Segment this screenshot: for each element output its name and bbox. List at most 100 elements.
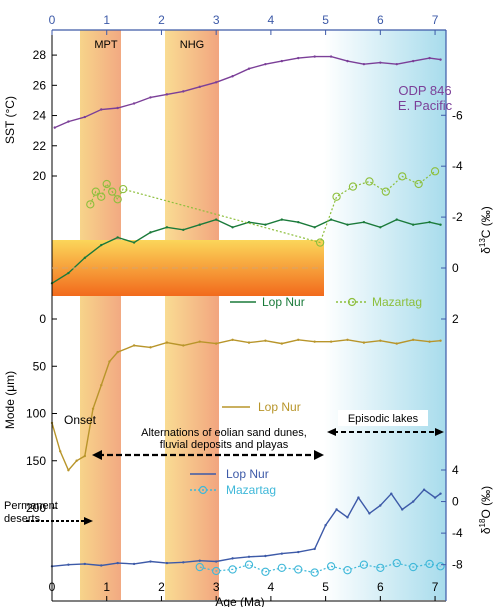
- d18o-mazartag-point: [294, 565, 303, 574]
- d18o-mazartag-point: [409, 562, 418, 572]
- d18o-lop-nur-point: [324, 524, 327, 527]
- mode-lop-nur-point: [149, 346, 152, 349]
- mode-lop-nur-point: [264, 339, 267, 342]
- episodic-band: [324, 30, 446, 600]
- mode-lop-nur-point: [67, 469, 70, 472]
- d18o-mazartag-point: [392, 558, 401, 568]
- sst-tick-label: 28: [33, 48, 47, 62]
- sst-odp-846-e-pacific-point: [313, 55, 316, 58]
- d18o-mazartag-line: [199, 562, 441, 574]
- mode-lop-nur-point: [75, 459, 78, 462]
- mode-lop-nur-point: [91, 407, 95, 410]
- sst-odp-846-e-pacific-point: [247, 67, 251, 70]
- sst-axis-label: SST (°C): [3, 96, 17, 144]
- d13c-mazartag-point: [348, 182, 358, 191]
- sst-tick-label: 20: [33, 169, 47, 183]
- episodic-label: Episodic lakes: [348, 413, 419, 425]
- d13c-mazartag-point: [414, 179, 423, 189]
- mode-lop-nur-point: [313, 340, 316, 343]
- d18o-lop-nur-point: [231, 557, 234, 560]
- mode-tick-label: 200: [26, 501, 46, 515]
- legend-o18-lop-label: Lop Nur: [226, 467, 269, 481]
- sst-odp-846-e-pacific-point: [264, 62, 267, 66]
- d18o-lop-nur-point: [422, 488, 426, 491]
- nhg-label: NHG: [180, 39, 204, 51]
- c13-tick-label: -4: [452, 159, 463, 173]
- mode-lop-nur-point: [428, 340, 431, 343]
- d18o-lop-nur-point: [439, 492, 442, 495]
- d18o-lop-nur-point: [83, 562, 87, 566]
- legend-o18-maz-marker: [198, 485, 208, 495]
- legend-c13-maz-label: Mazartag: [372, 295, 422, 309]
- d18o-mazartag-point: [277, 563, 286, 572]
- d18o-lop-nur-point: [433, 496, 437, 499]
- mpt-band: [80, 30, 121, 600]
- d18o-lop-nur-point: [165, 561, 169, 565]
- d13c-mazartag-point: [86, 200, 95, 209]
- mode-lop-nur-point: [198, 340, 201, 343]
- sst-odp-846-e-pacific-point: [132, 102, 136, 105]
- d13c-lop-nur-point: [439, 223, 442, 226]
- d13c-mazartag-point: [97, 192, 106, 201]
- d13c-lop-nur-point: [313, 226, 316, 229]
- d13c-lop-nur-point: [132, 241, 136, 244]
- d13c-mazartag-point: [102, 179, 111, 189]
- o18-tick-label: -4: [452, 526, 463, 540]
- sst-odp-846-e-pacific-point: [231, 75, 234, 78]
- mode-lop-nur-point: [379, 339, 382, 342]
- mode-lop-nur-point: [439, 339, 442, 342]
- sst-odp-846-e-pacific-point: [67, 120, 70, 123]
- d13c-lop-nur-point: [198, 223, 201, 226]
- top-tick-label: 1: [103, 13, 110, 27]
- bottom-tick-label: 3: [213, 580, 220, 594]
- d18o-mazartag-point: [326, 562, 336, 571]
- sst-odp-846-e-pacific-point: [182, 90, 185, 93]
- alternations-arrowhead-left: [92, 450, 102, 460]
- bottom-tick-label: 7: [432, 580, 439, 594]
- d13c-lop-nur-point: [100, 243, 103, 247]
- odp-label-1: ODP 846: [398, 83, 451, 98]
- d13c-lop-nur-point: [165, 226, 169, 229]
- c13-tick-label: 0: [452, 261, 459, 275]
- d18o-mazartag-point: [359, 560, 369, 569]
- d13c-lop-nur-point: [116, 236, 119, 239]
- legend-c13-maz-marker: [347, 297, 357, 307]
- d18o-mazartag-point: [244, 560, 254, 569]
- episodic-arrowhead-left: [327, 428, 336, 436]
- d13c-lop-nur-point: [83, 256, 87, 260]
- d13c-lop-nur-point: [297, 220, 300, 224]
- d18o-lop-nur-point: [247, 555, 251, 558]
- sst-odp-846-e-pacific-point: [329, 55, 333, 58]
- nhg-band: [165, 30, 219, 600]
- mode-lop-nur-point: [231, 338, 234, 341]
- d18o-lop-nur-point: [214, 560, 218, 563]
- d13c-lop-nur-point: [264, 223, 267, 226]
- d13c-lop-nur-point: [346, 223, 349, 226]
- d18o-lop-nur-point: [401, 508, 404, 511]
- mode-tick-label: 50: [33, 359, 47, 373]
- sst-tick-label: 22: [33, 139, 47, 153]
- mode-lop-nur-point: [346, 338, 349, 341]
- sst-odp-846-e-pacific-point: [116, 106, 119, 110]
- sst-odp-846-e-pacific-point: [411, 59, 415, 63]
- sst-odp-846-e-pacific-point: [198, 85, 201, 89]
- d13c-mazartag-point: [118, 184, 128, 194]
- d13c-lop-nur-point: [411, 223, 415, 226]
- d13c-mazartag-point: [430, 167, 440, 176]
- d13c-mazartag-point: [315, 238, 325, 247]
- d18o-lop-nur-point: [357, 496, 360, 499]
- bottom-tick-label: 0: [49, 580, 56, 594]
- d13c-mazartag-point: [332, 192, 341, 201]
- d18o-mazartag-point: [228, 565, 237, 574]
- o18-tick-label: 4: [452, 463, 459, 477]
- permanent-arrowhead-right: [84, 517, 93, 525]
- top-tick-label: 4: [268, 13, 275, 27]
- d18o-lop-nur-point: [149, 560, 152, 563]
- d13c-lop-nur-point: [362, 220, 366, 224]
- alternations-arrowhead-right: [314, 450, 324, 460]
- series-layer: [50, 55, 445, 577]
- mode-lop-nur-point: [116, 350, 119, 354]
- d13c-lop-nur-point: [280, 218, 284, 221]
- c13-tick-label: 2: [452, 312, 459, 326]
